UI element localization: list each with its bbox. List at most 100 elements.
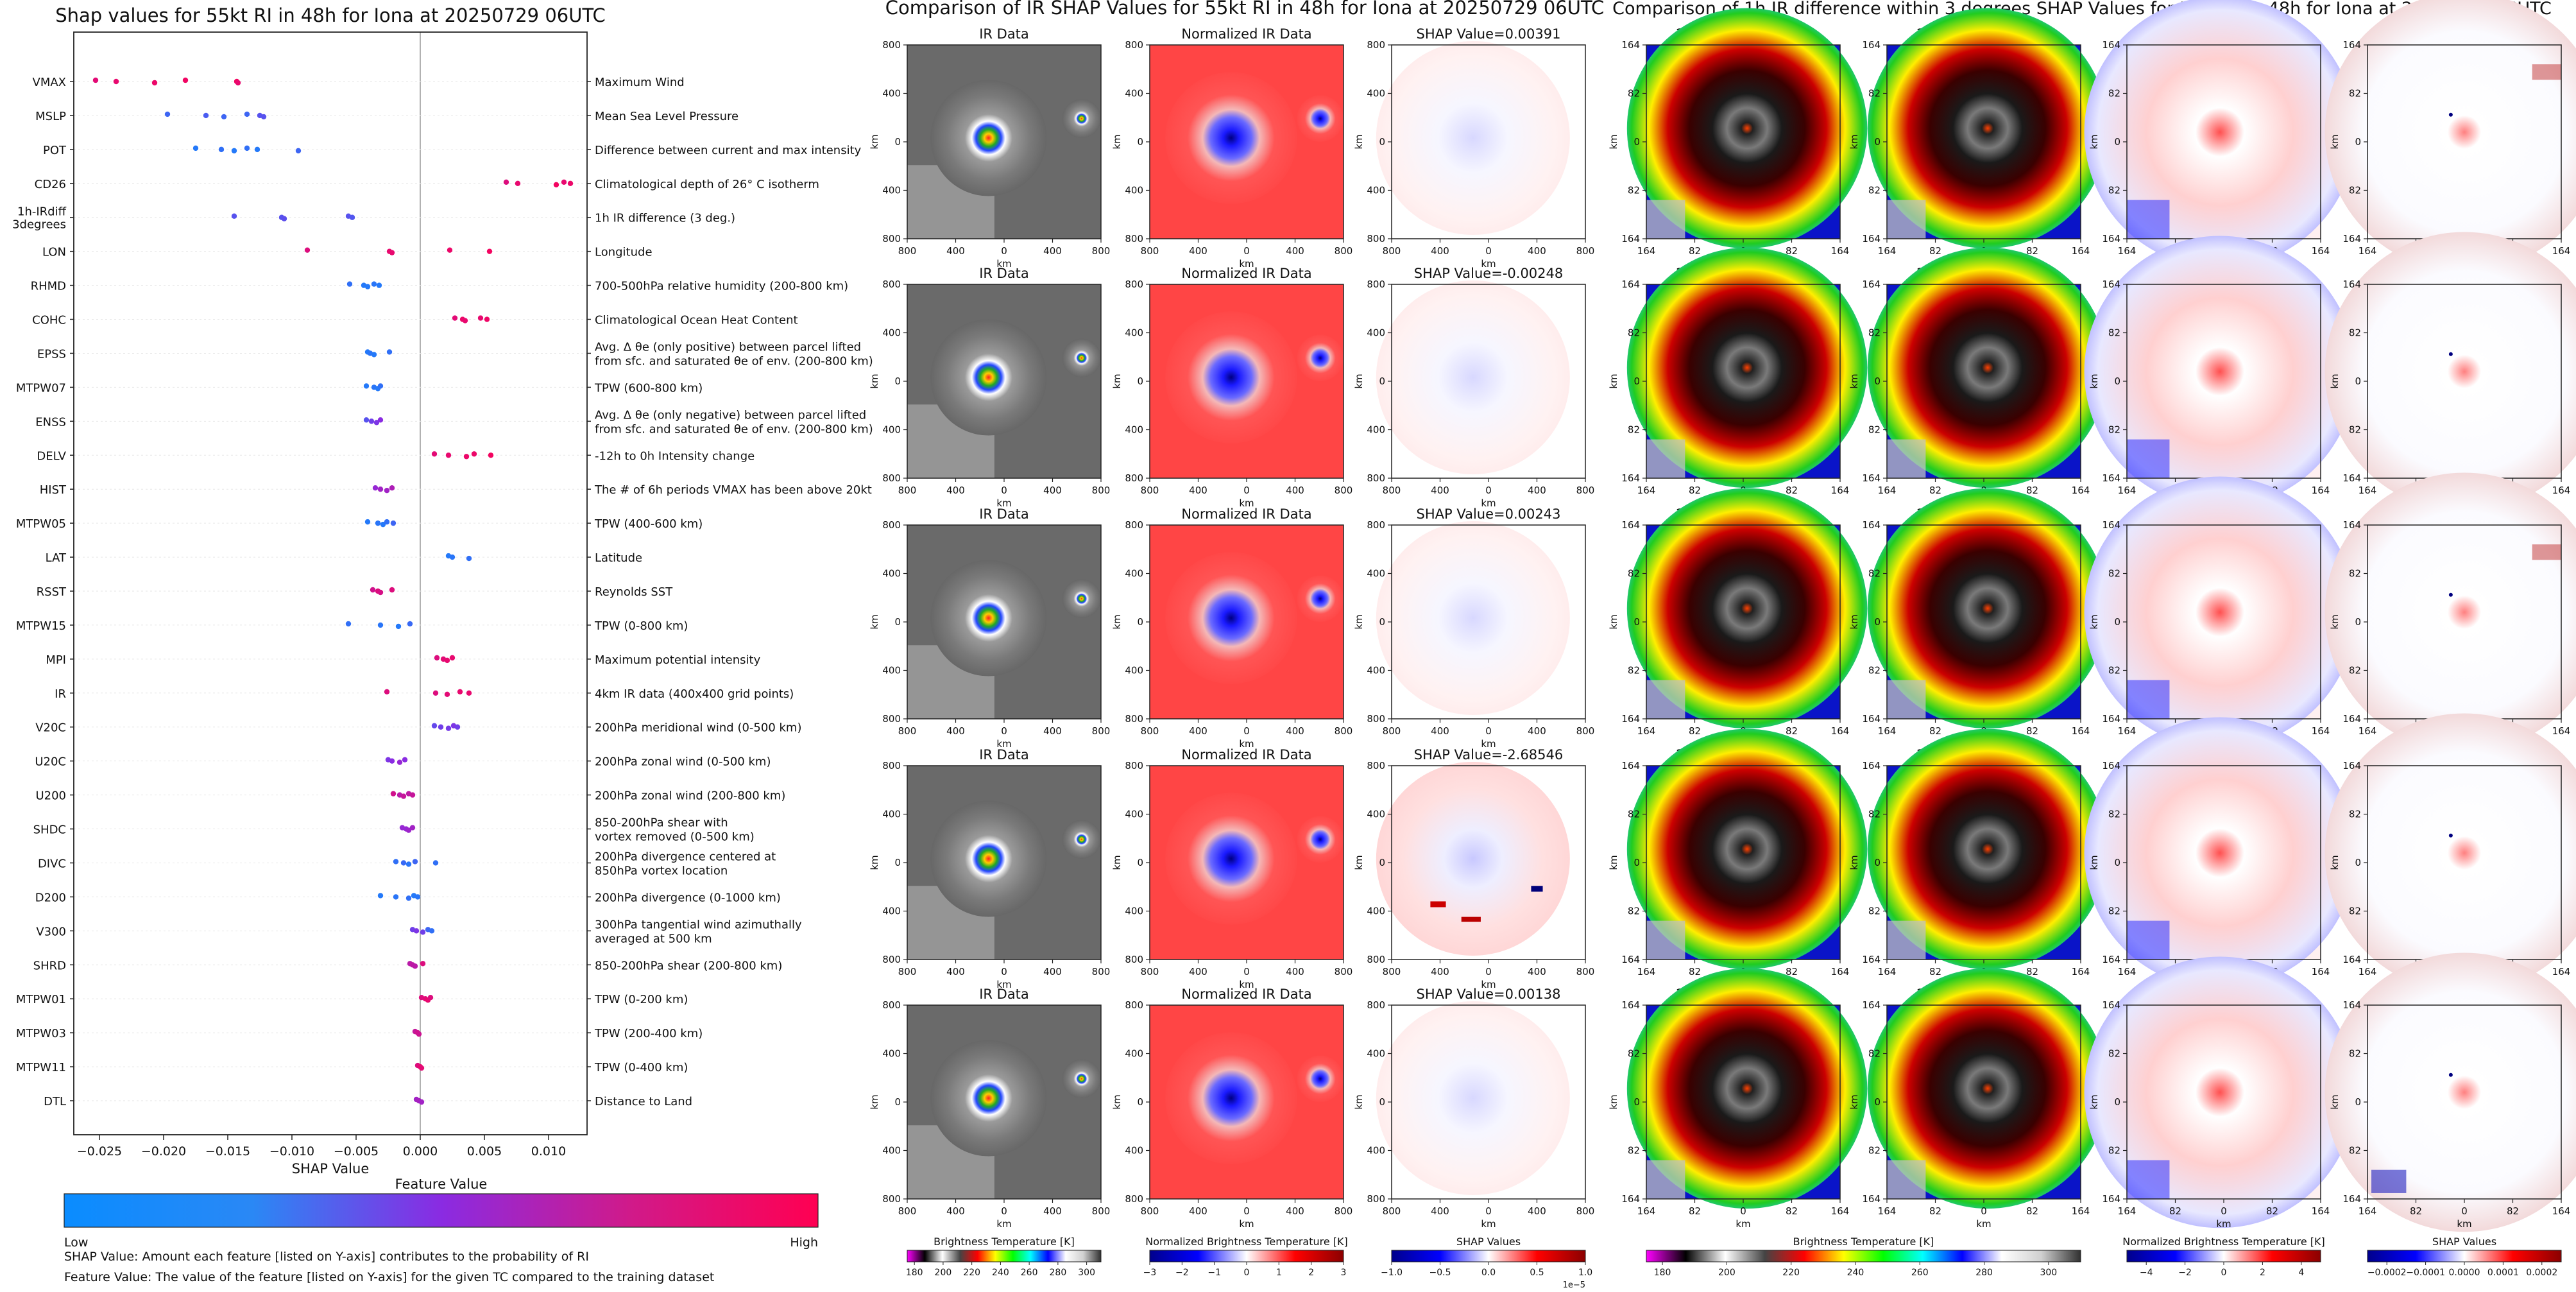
y-axis-label: km: [2329, 134, 2341, 149]
colorbar: [2367, 1250, 2562, 1262]
x-tick-label: 164: [1831, 245, 1850, 257]
shap-point: [254, 146, 260, 153]
secondary-storm: [1062, 1059, 1102, 1098]
x-tick-label: 800: [898, 966, 917, 978]
x-tick-label: 0: [1485, 485, 1492, 496]
y-tick-label: 0: [2355, 857, 2361, 868]
y-tick-label: 164: [2102, 39, 2120, 51]
shap-value-title: SHAP Value=0.00243: [1417, 506, 1561, 522]
y-tick-label: 0: [1379, 857, 1385, 868]
x-tick-label: 82: [2026, 966, 2038, 978]
storm-core: [1867, 8, 2108, 249]
colorbar-tick-label: 300: [1078, 1268, 1095, 1278]
y-tick-label: 800: [1367, 999, 1385, 1011]
shap2-map-tile: [2324, 0, 2576, 272]
feature-name: MTPW01: [16, 993, 66, 1006]
x-tick-label: −0.015: [205, 1144, 250, 1158]
x-tick-label: −0.010: [269, 1144, 314, 1158]
storm-core: [1165, 311, 1297, 444]
x-tick-label: 400: [1189, 966, 1207, 978]
x-tick-label: 0: [1740, 1205, 1746, 1217]
feature-description: Climatological depth of 26° C isotherm: [595, 178, 819, 191]
ir05-map-tile: [1626, 247, 1868, 488]
y-tick-label: 82: [1628, 906, 1640, 917]
x-tick-label: 0: [1243, 725, 1250, 737]
y-axis-label: km: [1608, 374, 1619, 388]
y-tick-label: 164: [2342, 39, 2361, 51]
x-tick-label: 82: [2410, 1205, 2422, 1217]
y-tick-label: 82: [1868, 906, 1881, 917]
y-tick-label: 400: [1125, 809, 1143, 820]
shap-point: [384, 519, 390, 525]
colorbar-tick-label: 300: [2040, 1268, 2057, 1278]
feature-description: -12h to 0h Intensity change: [595, 449, 755, 463]
y-tick-label: 164: [1862, 279, 1881, 290]
y-tick-label: 400: [1367, 1145, 1385, 1157]
x-tick-label: 800: [1092, 725, 1111, 737]
y-tick-label: 164: [1621, 1193, 1640, 1205]
x-tick-label: 164: [2118, 485, 2137, 496]
y-tick-label: 0: [1137, 136, 1143, 148]
y-tick-label: 164: [1862, 1193, 1881, 1205]
y-tick-label: 400: [1367, 568, 1385, 580]
feature-description: Distance to Land: [595, 1095, 692, 1108]
shap-point: [244, 145, 250, 151]
y-axis-label: km: [1848, 134, 1860, 149]
x-tick-label: 164: [2118, 725, 2137, 737]
normalized-field: [2084, 956, 2356, 1228]
nir-map-tile: [1149, 1004, 1344, 1200]
y-tick-label: 164: [2342, 472, 2361, 484]
y-axis-label: km: [1111, 374, 1123, 388]
x-tick-label: 800: [1141, 966, 1159, 978]
storm-core: [1626, 247, 1868, 488]
colorbar-tick-label: 280: [1050, 1268, 1067, 1278]
cold-region: [2127, 680, 2170, 719]
panel-title: IR Data: [979, 747, 1029, 762]
colorbar-tick-label: 0.5: [1530, 1268, 1544, 1278]
ir-map-tile: [907, 44, 1102, 239]
y-tick-label: 82: [2349, 1145, 2361, 1157]
y-axis-label: km: [1848, 374, 1860, 388]
x-tick-label: 0.000: [403, 1144, 438, 1158]
shap-point: [295, 148, 302, 154]
feature-description: Avg. Δ θe (only negative) between parcel…: [595, 408, 873, 436]
shap-hotspot: [2532, 544, 2561, 560]
shap-point: [389, 587, 395, 593]
feature-name: V300: [36, 925, 66, 938]
y-tick-label: 400: [1125, 185, 1143, 196]
shap-point: [377, 383, 384, 389]
ir-map-tile: [907, 284, 1102, 479]
colorbar-tick-label: 0.0002: [2526, 1268, 2557, 1278]
x-tick-label: 82: [2026, 725, 2038, 737]
y-tick-label: 0: [2114, 136, 2120, 148]
x-tick-label: 164: [1637, 1205, 1656, 1217]
ir-grid-title: Comparison of IR SHAP Values for 55kt RI…: [885, 0, 1604, 19]
shap-point: [434, 655, 440, 661]
ir06-map-tile: [1867, 247, 2108, 488]
feature-description: Longitude: [595, 246, 653, 259]
cold-region: [2127, 920, 2170, 960]
shap-point: [471, 451, 477, 457]
y-tick-label: 0: [2114, 616, 2120, 628]
shap-point: [484, 316, 490, 322]
y-tick-label: 400: [882, 424, 901, 436]
x-tick-label: 0.005: [467, 1144, 502, 1158]
x-tick-label: 800: [1383, 966, 1401, 978]
x-tick-label: 82: [1929, 725, 1941, 737]
x-tick-label: 800: [1576, 1205, 1595, 1217]
secondary-storm: [1297, 816, 1343, 863]
storm-core: [1626, 8, 1868, 249]
x-tick-label: 164: [2118, 1205, 2137, 1217]
colorbar-tick-label: 0: [2221, 1268, 2227, 1278]
x-tick-label: 400: [1431, 485, 1449, 496]
shap-point: [405, 861, 412, 867]
colorbar: [1646, 1250, 2081, 1262]
y-tick-label: 800: [1125, 713, 1143, 725]
shap-field: [1376, 761, 1570, 956]
feature-name: V20C: [35, 721, 66, 735]
x-tick-label: 164: [2118, 966, 2137, 978]
shap-point: [488, 452, 494, 458]
colorbar-tick-label: 4: [2298, 1268, 2304, 1278]
x-tick-label: 82: [2266, 1205, 2278, 1217]
y-tick-label: 82: [1868, 1048, 1881, 1060]
